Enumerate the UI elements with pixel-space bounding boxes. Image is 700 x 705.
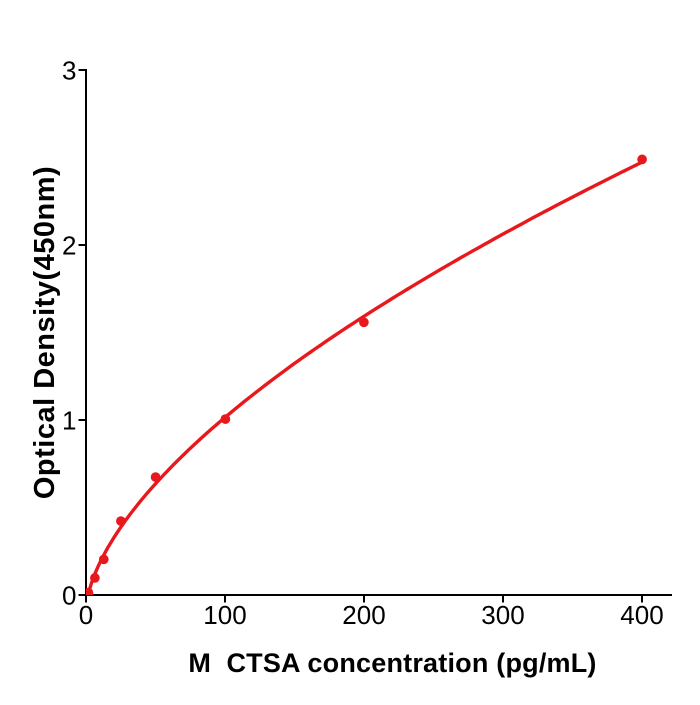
svg-text:300: 300	[481, 600, 524, 630]
svg-text:0: 0	[62, 580, 76, 610]
svg-text:400: 400	[620, 600, 663, 630]
svg-text:1: 1	[62, 405, 76, 435]
svg-text:100: 100	[203, 600, 246, 630]
svg-text:M CTSA concentration (pg/mL): M CTSA concentration (pg/mL)	[188, 648, 596, 678]
svg-text:3: 3	[62, 55, 76, 85]
svg-text:2: 2	[62, 230, 76, 260]
svg-text:0: 0	[79, 600, 93, 630]
svg-text:Optical Density(450nm): Optical Density(450nm)	[29, 166, 61, 499]
svg-text:200: 200	[342, 600, 385, 630]
